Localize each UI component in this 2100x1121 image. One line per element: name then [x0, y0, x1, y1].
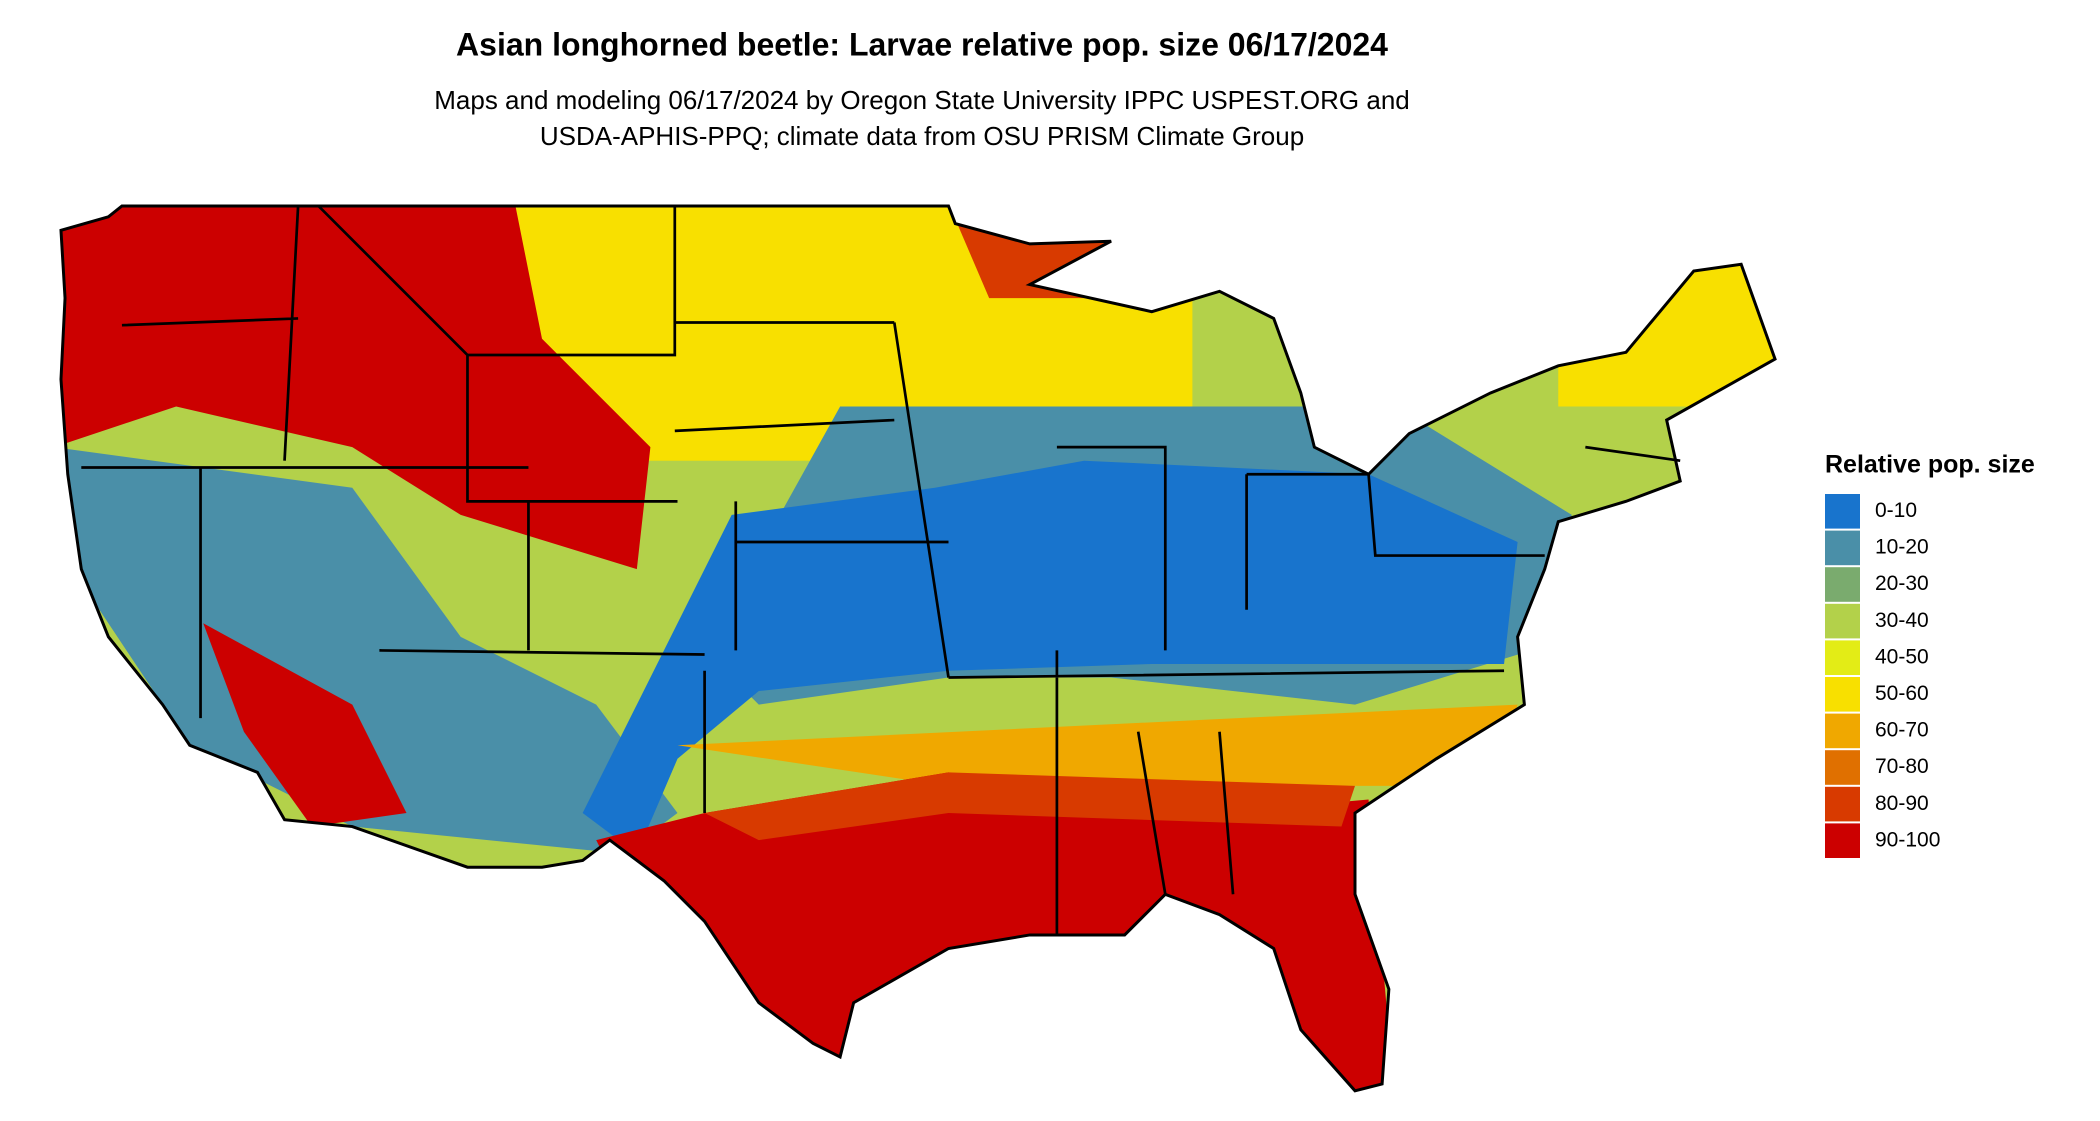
legend-swatch	[1825, 494, 1860, 529]
legend-swatch	[1825, 786, 1860, 822]
legend-label: 10-20	[1875, 536, 1929, 559]
legend-label: 70-80	[1875, 755, 1929, 778]
map-zone	[582, 460, 1518, 854]
map-zone	[1558, 243, 1776, 407]
legend-label: 30-40	[1875, 609, 1929, 632]
map-zone	[704, 772, 1355, 841]
map-zone	[203, 623, 407, 827]
legend-label: 50-60	[1875, 682, 1929, 705]
legend-label: 60-70	[1875, 719, 1929, 742]
legend: 0-10 10-20 20-30 30-40 40-50 50-60 60-70 70-80 8…	[1825, 494, 1940, 858]
legend-swatch	[1825, 677, 1860, 712]
state-borders	[81, 205, 1681, 935]
legend-swatch	[1825, 530, 1860, 566]
map-fill	[60, 205, 1776, 1091]
legend-swatch	[1825, 640, 1860, 675]
map-subtitle: USDA-APHIS-PPQ; climate data from OSU PR…	[540, 121, 1304, 151]
legend-label: 90-100	[1875, 828, 1940, 851]
map-zone	[677, 704, 1518, 786]
legend-swatch	[1825, 713, 1860, 749]
legend-swatch	[1825, 750, 1860, 785]
legend-label: 40-50	[1875, 645, 1929, 668]
legend-swatch	[1825, 603, 1860, 639]
map	[59, 204, 1777, 1093]
map-subtitle: Maps and modeling 06/17/2024 by Oregon S…	[434, 85, 1410, 115]
map-zone	[60, 205, 651, 570]
legend-swatch	[1825, 567, 1860, 602]
legend-label: 80-90	[1875, 792, 1929, 815]
legend-label: 0-10	[1875, 499, 1917, 522]
legend-title: Relative pop. size	[1825, 451, 2035, 479]
legend-label: 20-30	[1875, 572, 1929, 595]
map-title: Asian longhorned beetle: Larvae relative…	[456, 26, 1388, 62]
legend-swatch	[1825, 823, 1860, 858]
